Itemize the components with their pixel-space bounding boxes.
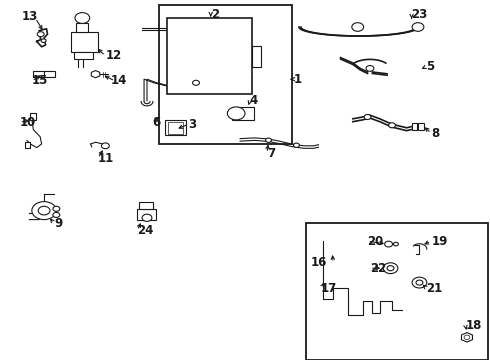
Bar xyxy=(165,120,186,135)
Text: 22: 22 xyxy=(370,262,386,275)
Circle shape xyxy=(75,13,90,23)
Bar xyxy=(159,5,292,144)
Circle shape xyxy=(32,202,56,220)
Circle shape xyxy=(366,66,374,71)
Text: 20: 20 xyxy=(368,235,384,248)
Polygon shape xyxy=(462,333,472,342)
Circle shape xyxy=(393,242,398,246)
Bar xyxy=(412,123,417,130)
Bar xyxy=(74,52,93,59)
Text: 12: 12 xyxy=(105,49,122,62)
Circle shape xyxy=(53,212,60,217)
Circle shape xyxy=(385,241,392,247)
Circle shape xyxy=(389,123,395,128)
Circle shape xyxy=(142,214,152,221)
Text: 5: 5 xyxy=(426,60,435,73)
Circle shape xyxy=(37,32,44,37)
Circle shape xyxy=(364,114,371,120)
Circle shape xyxy=(416,280,423,285)
Text: 10: 10 xyxy=(20,116,36,129)
Bar xyxy=(30,113,36,120)
Bar xyxy=(44,71,55,77)
Circle shape xyxy=(387,266,394,271)
Bar xyxy=(167,18,252,94)
Text: 17: 17 xyxy=(321,282,337,294)
Circle shape xyxy=(266,138,271,142)
Circle shape xyxy=(412,277,427,288)
Circle shape xyxy=(464,335,470,339)
Bar xyxy=(418,123,424,130)
Circle shape xyxy=(193,80,199,85)
Bar xyxy=(71,32,98,52)
Circle shape xyxy=(227,107,245,120)
Text: 19: 19 xyxy=(431,235,447,248)
Bar xyxy=(306,223,488,360)
Text: 24: 24 xyxy=(137,224,153,237)
Circle shape xyxy=(352,23,364,31)
Bar xyxy=(24,142,30,148)
Bar xyxy=(168,122,183,134)
Text: 4: 4 xyxy=(250,94,258,107)
Text: 18: 18 xyxy=(466,319,482,332)
Bar xyxy=(137,209,156,220)
Text: 21: 21 xyxy=(426,282,442,294)
Circle shape xyxy=(53,206,60,211)
Bar xyxy=(139,202,153,209)
Bar xyxy=(252,46,261,67)
Text: 16: 16 xyxy=(311,256,327,269)
Bar xyxy=(33,71,44,77)
Text: 2: 2 xyxy=(211,8,219,21)
Text: 8: 8 xyxy=(431,127,440,140)
Circle shape xyxy=(412,23,424,31)
Text: 1: 1 xyxy=(294,73,302,86)
Text: 6: 6 xyxy=(152,116,160,129)
Circle shape xyxy=(294,143,299,148)
Circle shape xyxy=(38,206,50,215)
Bar xyxy=(76,23,88,32)
Polygon shape xyxy=(91,71,100,78)
Text: 13: 13 xyxy=(22,10,38,23)
Circle shape xyxy=(383,263,398,274)
Circle shape xyxy=(101,143,109,149)
Text: 14: 14 xyxy=(110,75,126,87)
Text: 9: 9 xyxy=(54,217,62,230)
Circle shape xyxy=(41,39,46,42)
Text: 11: 11 xyxy=(98,152,114,165)
Text: 23: 23 xyxy=(412,8,428,21)
Text: 7: 7 xyxy=(267,147,275,159)
Text: 15: 15 xyxy=(32,75,48,87)
Text: 3: 3 xyxy=(189,118,197,131)
Bar xyxy=(232,107,254,120)
